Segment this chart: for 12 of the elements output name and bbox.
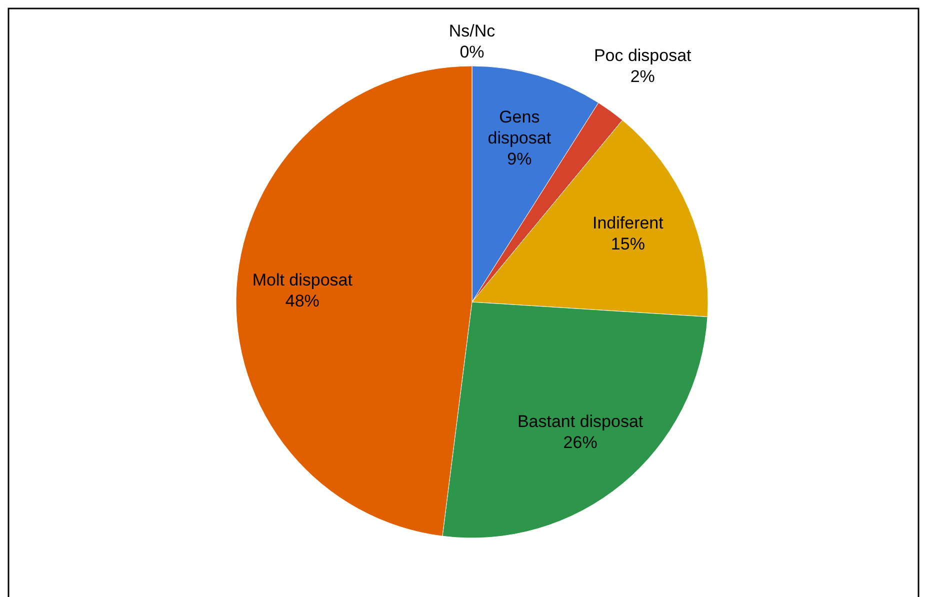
- slice-label: Gens disposat: [488, 107, 552, 148]
- data-label: 2%: [630, 67, 655, 86]
- category-label: Ns/Nc: [448, 21, 496, 40]
- data-label: 15%: [610, 234, 645, 254]
- text: 0%: [460, 42, 484, 62]
- slice-label: Molt disposat: [252, 270, 353, 290]
- data-label: 48%: [285, 291, 320, 310]
- slice-label: Bastant disposat: [517, 412, 644, 431]
- data-label: 26%: [563, 432, 598, 452]
- slice-label: Indiferent: [592, 214, 664, 232]
- slice-label: Poc disposat: [594, 46, 692, 66]
- data-label: 9%: [507, 149, 532, 168]
